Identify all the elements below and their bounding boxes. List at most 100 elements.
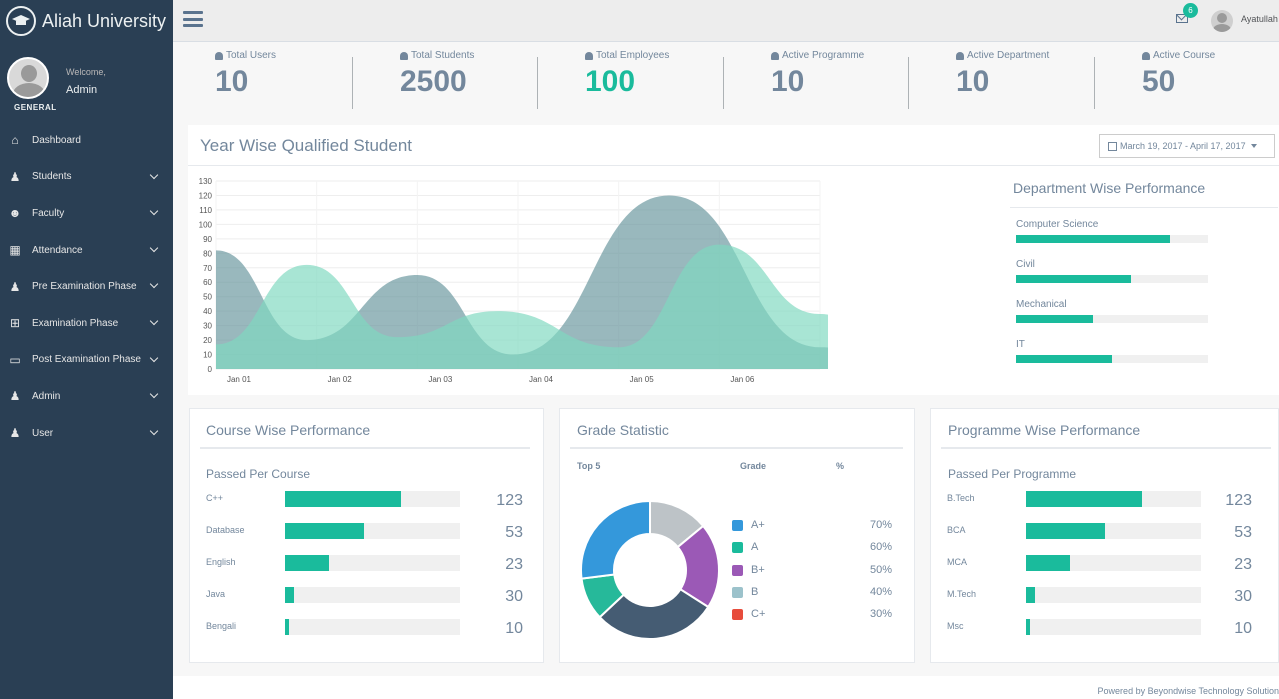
menu-item-label: Examination Phase [32,317,119,329]
menu-item-label: Post Examination Phase [32,354,141,366]
legend-value: 50% [869,563,892,576]
legend-value: 30% [869,608,892,621]
y-tick-label: 0 [208,365,213,374]
performance-row: Database 53 [206,523,526,543]
menu-item-dashboard[interactable]: ⌂ Dashboard [0,122,173,159]
tile-value: 100 [585,65,636,98]
legend-value: 70% [869,519,892,531]
course-panel: Course Wise Performance Passed Per Cours… [189,408,544,663]
panel-subtitle: Passed Per Course [206,467,311,481]
chevron-down-icon [149,389,159,399]
y-tick-label: 100 [199,220,213,229]
avatar [7,57,49,99]
department-label: Computer Science [1016,219,1099,230]
graduation-cap-icon [6,6,36,36]
legend-row: B+ 50% [732,564,892,580]
profile-name: Admin [66,84,98,96]
progress-track [1016,235,1208,243]
stat-tile: Total Students 2500 [400,50,474,110]
user-name[interactable]: Ayatullah [1241,14,1278,24]
menu-item-attendance[interactable]: ▦ Attendance [0,232,173,269]
stat-tile: Total Users 10 [215,50,276,110]
programme-panel: Programme Wise Performance Passed Per Pr… [930,408,1279,663]
legend-swatch [732,542,743,554]
department-label: Mechanical [1016,299,1067,310]
tile-value: 2500 [400,65,467,98]
y-tick-label: 50 [203,293,212,302]
x-tick-label: Jan 06 [730,375,755,384]
y-tick-label: 30 [203,322,212,331]
brand[interactable]: Aliah University [0,0,173,42]
date-range-picker[interactable]: March 19, 2017 - April 17, 2017 [1099,134,1275,158]
progress-fill [1016,315,1093,323]
menu-item-faculty[interactable]: ☻ Faculty [0,195,173,232]
stat-tile: Active Department 10 [956,50,1049,110]
legend-value: 40% [869,585,892,598]
menu-item-examination-phase[interactable]: ⊞ Examination Phase [0,305,173,342]
progress-fill [285,523,364,539]
performance-row: M.Tech 30 [947,587,1267,607]
progress-track [285,523,460,539]
menu-item-label: Students [32,171,72,183]
department-label: Civil [1016,259,1035,270]
tile-label: Active Programme [782,50,865,61]
progress-track [1026,587,1201,603]
row-value: 23 [505,556,523,573]
row-label: MCA [947,557,967,567]
user-icon: ♟ [9,279,21,294]
legend-swatch [732,520,743,531]
progress-fill [1016,235,1170,243]
welcome-text: Welcome, [66,67,106,77]
menu-item-user[interactable]: ♟ User [0,415,173,452]
x-tick-label: Jan 01 [227,375,252,384]
progress-track [1026,619,1201,635]
legend-row: A+ 70% [732,519,892,535]
progress-track [1026,555,1201,571]
student-icon: ♟ [9,169,21,184]
legend-row: B 40% [732,586,892,602]
menu-toggle-icon[interactable] [183,11,203,27]
tile-divider [908,57,909,109]
tile-divider [1094,57,1095,109]
y-tick-label: 130 [199,177,213,186]
row-label: Database [206,525,245,535]
tile-divider [723,57,724,109]
progress-fill [1026,491,1142,507]
progress-track [285,491,460,507]
chevron-down-icon [149,426,159,435]
row-value: 30 [505,588,523,605]
panel-title: Year Wise Qualified Student [200,136,412,155]
legend-value: 60% [869,541,892,554]
user-avatar[interactable] [1211,10,1233,32]
year-wise-chart: 0 10 20 30 40 50 60 70 80 90 100 110 120 130 Jan 01 Jan… [199,177,828,384]
panel-subtitle: Passed Per Programme [948,467,1077,481]
menu-item-students[interactable]: ♟ Students [0,159,173,196]
performance-row: Msc 10 [947,619,1267,639]
envelope-icon[interactable] [1176,14,1188,23]
chevron-down-icon [149,170,159,179]
row-label: C++ [206,493,224,503]
notification-badge: 6 [1183,3,1198,18]
stat-tiles: Total Users 10 Total Students 2500 Total Emp… [173,43,1279,119]
menu-item-label: Admin [32,390,61,402]
panel-title: Course Wise Performance [206,422,371,438]
legend-label: A [751,541,759,554]
tile-label: Active Course [1153,50,1216,61]
row-value: 10 [1234,620,1252,637]
tile-value: 10 [215,65,249,98]
row-label: Java [206,589,226,599]
y-tick-label: 120 [199,191,213,200]
legend-label: C+ [751,608,766,621]
performance-row: Bengali 10 [206,619,526,639]
performance-row: Java 30 [206,587,526,607]
menu-item-post-examination-phase[interactable]: ▭ Post Examination Phase [0,342,173,379]
brand-name: Aliah University [42,10,167,31]
tile-label: Total Users [226,50,277,61]
menu-item-pre-examination-phase[interactable]: ♟ Pre Examination Phase [0,268,173,305]
row-value: 30 [1234,588,1252,605]
menu-item-admin[interactable]: ♟ Admin [0,378,173,415]
row-label: M.Tech [947,589,977,599]
profile: Welcome, Admin [0,42,173,116]
department-item: Mechanical [1016,299,1208,323]
legend-label: A+ [751,519,765,531]
